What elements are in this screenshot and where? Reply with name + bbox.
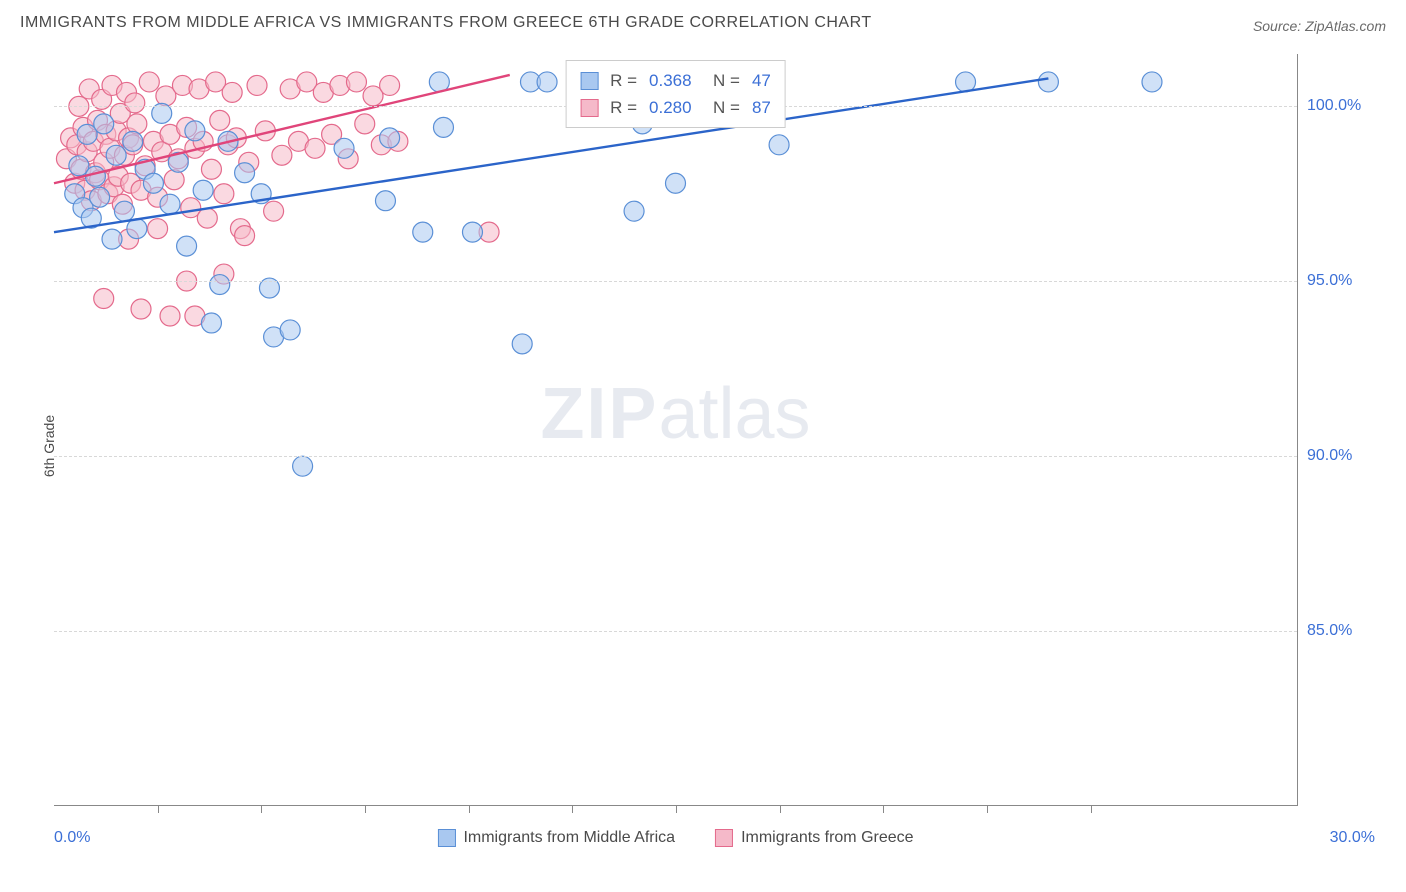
legend-r-value-blue: 0.368 <box>649 67 692 94</box>
scatter-point <box>346 72 366 92</box>
scatter-point <box>102 229 122 249</box>
scatter-point <box>235 163 255 183</box>
legend-r-label: R = <box>610 94 637 121</box>
x-tick <box>883 805 884 813</box>
scatter-point <box>433 117 453 137</box>
scatter-point <box>197 208 217 228</box>
legend-swatch-blue <box>580 72 598 90</box>
chart-plot-area: ZIPatlas R = 0.368 N = 47 R = 0.280 N = … <box>54 54 1298 806</box>
legend-label-pink: Immigrants from Greece <box>741 829 913 847</box>
scatter-point <box>139 72 159 92</box>
scatter-point <box>201 159 221 179</box>
x-tick <box>469 805 470 813</box>
scatter-point <box>210 110 230 130</box>
scatter-point <box>185 121 205 141</box>
scatter-point <box>537 72 557 92</box>
scatter-point <box>106 145 126 165</box>
x-axis-min-label: 0.0% <box>54 829 90 847</box>
scatter-svg <box>54 54 1297 805</box>
scatter-point <box>193 180 213 200</box>
legend-row-pink: R = 0.280 N = 87 <box>580 94 771 121</box>
scatter-point <box>666 173 686 193</box>
scatter-point <box>280 320 300 340</box>
scatter-point <box>293 456 313 476</box>
gridline-horizontal <box>54 456 1297 457</box>
series-legend: Immigrants from Middle Africa Immigrants… <box>437 829 913 847</box>
scatter-point <box>123 131 143 151</box>
scatter-point <box>143 173 163 193</box>
x-tick <box>261 805 262 813</box>
scatter-point <box>380 75 400 95</box>
scatter-point <box>334 138 354 158</box>
scatter-point <box>125 93 145 113</box>
legend-n-label: N = <box>704 67 740 94</box>
y-tick-label: 90.0% <box>1307 447 1387 465</box>
legend-n-value-blue: 47 <box>752 67 771 94</box>
scatter-point <box>214 184 234 204</box>
correlation-legend: R = 0.368 N = 47 R = 0.280 N = 87 <box>565 60 786 128</box>
legend-n-label: N = <box>704 94 740 121</box>
x-tick <box>158 805 159 813</box>
scatter-point <box>512 334 532 354</box>
scatter-point <box>160 306 180 326</box>
x-tick <box>987 805 988 813</box>
legend-r-value-pink: 0.280 <box>649 94 692 121</box>
legend-r-label: R = <box>610 67 637 94</box>
source-attribution: Source: ZipAtlas.com <box>1253 18 1386 34</box>
legend-swatch-pink <box>580 99 598 117</box>
gridline-horizontal <box>54 281 1297 282</box>
scatter-point <box>624 201 644 221</box>
scatter-point <box>222 82 242 102</box>
legend-item-blue: Immigrants from Middle Africa <box>437 829 675 847</box>
scatter-point <box>462 222 482 242</box>
scatter-point <box>375 191 395 211</box>
scatter-point <box>90 187 110 207</box>
legend-swatch-pink-bottom <box>715 829 733 847</box>
scatter-point <box>272 145 292 165</box>
x-axis-max-label: 30.0% <box>1330 829 1375 847</box>
x-tick <box>365 805 366 813</box>
scatter-point <box>127 219 147 239</box>
legend-label-blue: Immigrants from Middle Africa <box>463 829 675 847</box>
scatter-point <box>235 226 255 246</box>
legend-n-value-pink: 87 <box>752 94 771 121</box>
scatter-point <box>956 72 976 92</box>
scatter-point <box>94 114 114 134</box>
scatter-point <box>160 194 180 214</box>
scatter-point <box>247 75 267 95</box>
y-tick-label: 95.0% <box>1307 272 1387 290</box>
legend-swatch-blue-bottom <box>437 829 455 847</box>
chart-title: IMMIGRANTS FROM MIDDLE AFRICA VS IMMIGRA… <box>20 14 872 32</box>
legend-row-blue: R = 0.368 N = 47 <box>580 67 771 94</box>
x-tick <box>780 805 781 813</box>
x-tick <box>572 805 573 813</box>
scatter-point <box>210 275 230 295</box>
y-tick-label: 85.0% <box>1307 622 1387 640</box>
scatter-point <box>94 289 114 309</box>
scatter-point <box>127 114 147 134</box>
legend-item-pink: Immigrants from Greece <box>715 829 913 847</box>
trend-line <box>54 78 1048 232</box>
scatter-point <box>264 201 284 221</box>
x-tick <box>676 805 677 813</box>
scatter-point <box>114 201 134 221</box>
scatter-point <box>201 313 221 333</box>
scatter-point <box>769 135 789 155</box>
scatter-point <box>355 114 375 134</box>
scatter-point <box>380 128 400 148</box>
gridline-horizontal <box>54 631 1297 632</box>
scatter-point <box>164 170 184 190</box>
scatter-point <box>305 138 325 158</box>
scatter-point <box>413 222 433 242</box>
scatter-point <box>1142 72 1162 92</box>
scatter-point <box>1038 72 1058 92</box>
scatter-point <box>131 299 151 319</box>
x-tick <box>1091 805 1092 813</box>
scatter-point <box>177 236 197 256</box>
y-tick-label: 100.0% <box>1307 97 1387 115</box>
scatter-point <box>148 219 168 239</box>
